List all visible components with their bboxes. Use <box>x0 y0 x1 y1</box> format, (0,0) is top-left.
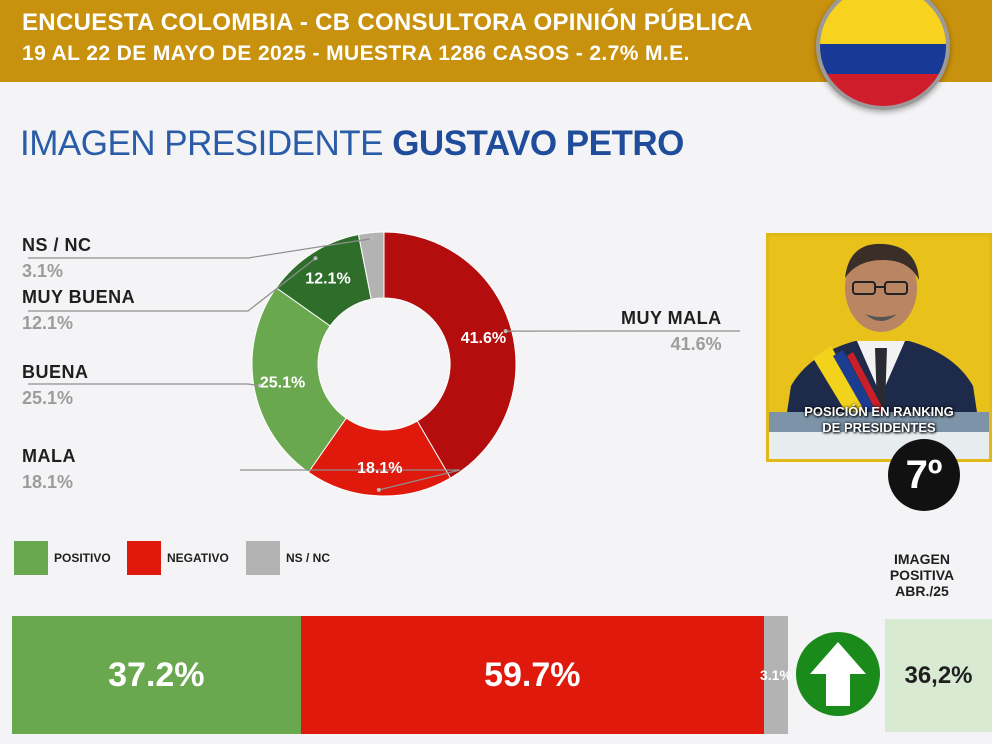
bar-segment-positivo: 37.2% <box>12 616 301 734</box>
legend-negativo-label: NEGATIVO <box>167 551 229 565</box>
donut-value-label: 12.1% <box>305 271 350 288</box>
previous-title-line1: IMAGEN <box>894 551 950 567</box>
ranking-label: POSICIÓN EN RANKING DE PRESIDENTES <box>766 404 992 436</box>
legend-ns-nc-swatch <box>246 541 280 575</box>
page-title: IMAGEN PRESIDENTE GUSTAVO PETRO <box>20 124 684 164</box>
donut-leader-line <box>28 257 316 312</box>
donut-leader-dot <box>503 329 508 334</box>
bar-value-label: 59.7% <box>484 655 581 694</box>
ranking-position-badge: 7º <box>888 439 960 511</box>
donut-leader-line <box>28 238 372 259</box>
flag-yellow-stripe <box>820 0 946 44</box>
donut-leader-line <box>28 383 260 387</box>
label-buena-pct: 25.1% <box>22 388 74 408</box>
label-muy-buena-pct: 12.1% <box>22 313 74 333</box>
label-buena-name: BUENA <box>22 362 89 382</box>
survey-title: ENCUESTA COLOMBIA - CB CONSULTORA OPINIÓ… <box>22 9 753 36</box>
title-prefix: IMAGEN PRESIDENTE <box>20 124 383 163</box>
ranking-label-line2: DE PRESIDENTES <box>822 420 936 435</box>
bar-value-label: 3.1% <box>760 667 792 683</box>
label-muy-buena-name: MUY BUENA <box>22 287 136 307</box>
previous-title-line3: ABR./25 <box>895 583 949 599</box>
label-muy-buena: MUY BUENA 12.1% <box>22 287 135 334</box>
label-mala-name: MALA <box>22 446 76 466</box>
legend-negativo-swatch <box>127 541 161 575</box>
label-ns-nc: NS / NC 3.1% <box>22 235 92 282</box>
ranking-label-line1: POSICIÓN EN RANKING <box>804 404 954 419</box>
legend-ns-nc-label: NS / NC <box>286 551 331 565</box>
label-mala-pct: 18.1% <box>22 472 74 492</box>
label-muy-mala-pct: 41.6% <box>670 334 722 354</box>
donut-slice-buena <box>251 287 347 473</box>
donut-value-label: 18.1% <box>357 460 402 477</box>
title-name: GUSTAVO PETRO <box>392 124 684 163</box>
donut-leader-dot <box>313 256 318 261</box>
donut-value-label: 41.6% <box>461 330 506 347</box>
legend-positivo-label: POSITIVO <box>54 551 111 565</box>
flag-blue-stripe <box>820 44 946 74</box>
donut-leader-dot <box>376 487 381 492</box>
label-muy-mala-name: MUY MALA <box>621 308 722 328</box>
previous-positive-value: 36,2% <box>885 619 992 732</box>
flag-red-stripe <box>820 74 946 106</box>
label-buena: BUENA 25.1% <box>22 362 89 409</box>
up-arrow-icon <box>796 632 880 716</box>
previous-positive-image-title: IMAGEN POSITIVA ABR./25 <box>880 551 964 599</box>
donut-leader-dot <box>369 236 374 241</box>
donut-value-label: 25.1% <box>260 375 305 392</box>
bar-segment-ns-nc: 3.1% <box>760 616 792 734</box>
legend-positivo-swatch <box>14 541 48 575</box>
colombia-flag-icon <box>816 0 950 110</box>
label-mala: MALA 18.1% <box>22 446 76 493</box>
previous-title-line2: POSITIVA <box>889 567 955 583</box>
donut-slice-muy-mala <box>383 231 517 479</box>
label-ns-nc-name: NS / NC <box>22 235 92 255</box>
label-muy-mala: MUY MALA 41.6% <box>621 308 722 355</box>
donut-leader-dot <box>257 383 262 388</box>
bar-segment-negativo: 59.7% <box>300 616 764 734</box>
donut-leader-line <box>240 469 461 491</box>
bar-value-label: 37.2% <box>108 655 205 694</box>
label-ns-nc-pct: 3.1% <box>22 261 64 281</box>
donut-slice-ns-nc <box>357 231 385 300</box>
survey-details: 19 AL 22 DE MAYO DE 2025 - MUESTRA 1286 … <box>22 42 690 65</box>
